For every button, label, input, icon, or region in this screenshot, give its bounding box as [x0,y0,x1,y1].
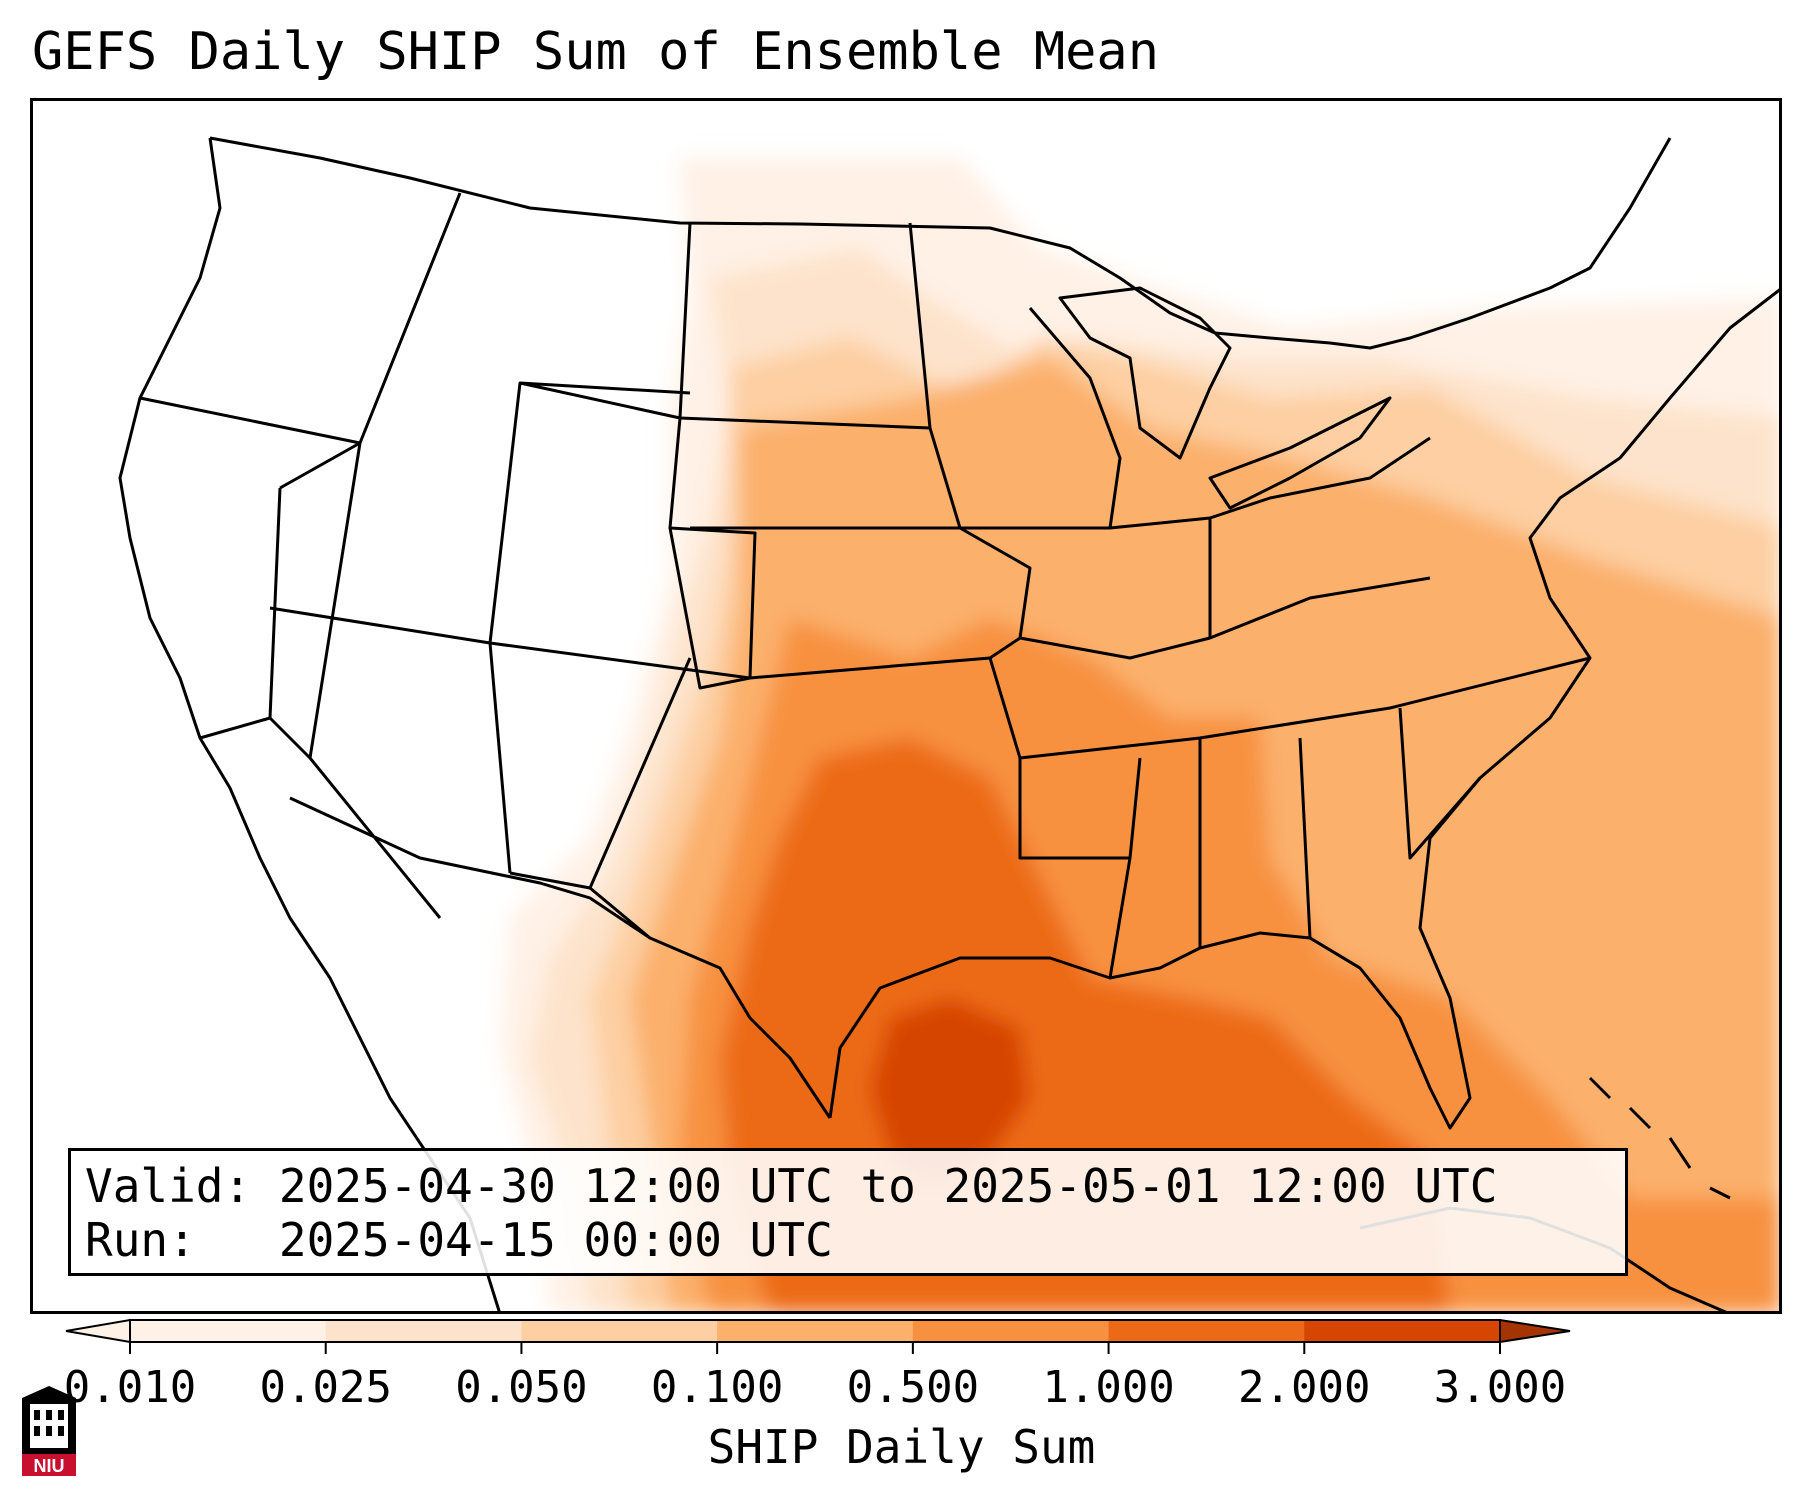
colorbar: 0.010 0.025 0.050 0.100 0.500 1.000 2.000 3.000 [64,1318,1571,1413]
political-boundaries [118,136,1782,1314]
map-panel [30,98,1782,1314]
colorbar-ticks: 0.010 0.025 0.050 0.100 0.500 1.000 2.000 3.000 [64,1342,1566,1413]
run-value: 2025-04-15 00:00 UTC [278,1213,833,1267]
gulf-coast [828,286,1782,1130]
colorbar-segment [717,1320,914,1342]
run-label: Run: [85,1213,196,1267]
colorbar-extend-low [65,1318,131,1344]
info-box: Valid: 2025-04-30 12:00 UTC to 2025-05-0… [68,1148,1628,1276]
great-lakes [1058,286,1232,460]
colorbar-segment [130,1320,327,1342]
colorbar-tick-label: 1.000 [1042,1362,1174,1413]
lake-erie [1208,396,1392,510]
state-lines [139,192,1591,979]
colorbar-segments [65,1318,1571,1344]
map-frame [30,98,1782,1314]
page-title: GEFS Daily SHIP Sum of Ensemble Mean [32,22,1160,82]
colorbar-tick-label: 3.000 [1434,1362,1566,1413]
colorbar-tick-label: 0.025 [259,1362,391,1413]
colorbar-segment [912,1320,1110,1342]
colorbar-extend-high [1499,1318,1571,1344]
colorbar-tick-label: 2.000 [1238,1362,1370,1413]
valid-label: Valid: [85,1159,252,1213]
colorbar-segment [1304,1320,1501,1342]
colorbar-segment [521,1320,718,1342]
colorbar-tick-label: 0.050 [455,1362,587,1413]
colorbar-tick-label: 0.010 [64,1362,196,1413]
valid-value: 2025-04-30 12:00 UTC to 2025-05-01 12:00… [278,1159,1498,1213]
valid-line: Valid: 2025-04-30 12:00 UTC to 2025-05-0… [85,1159,1611,1213]
ship-map [30,98,1782,1314]
run-line: Run: 2025-04-15 00:00 UTC [85,1213,1611,1267]
bahamas-islands [1588,1076,1731,1200]
shade-level-6 [870,998,1030,1188]
colorbar-segment [325,1320,522,1342]
colorbar-label: SHIP Daily Sum [707,1420,1096,1474]
niu-logo: NIU [22,1386,76,1476]
canada-border [209,136,1672,350]
ship-shading [500,158,1782,1314]
colorbar-tick-label: 0.100 [651,1362,783,1413]
colorbar-tick-label: 0.500 [847,1362,979,1413]
colorbar-outline [129,1319,1501,1343]
logo-text: NIU [34,1456,65,1476]
colorbar-segment [1108,1320,1305,1342]
